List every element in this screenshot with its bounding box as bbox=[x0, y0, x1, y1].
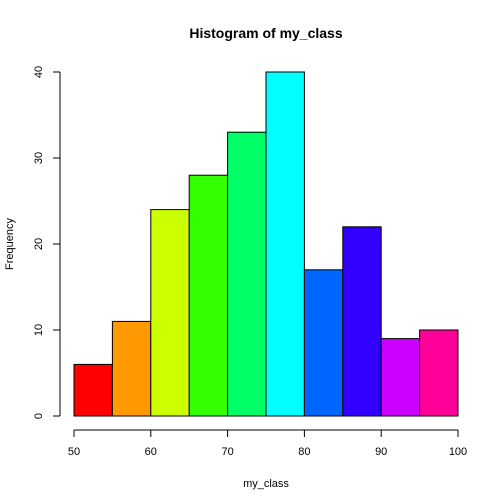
y-axis: 0 10 20 30 40 bbox=[33, 66, 61, 419]
histogram-bar-6 bbox=[303, 269, 344, 417]
histogram-bar-1 bbox=[111, 320, 152, 417]
x-tick-label-4: 90 bbox=[375, 446, 387, 458]
chart-title: Histogram of my_class bbox=[189, 25, 342, 41]
x-tick-label-1: 60 bbox=[145, 446, 157, 458]
y-tick-label-4: 40 bbox=[33, 66, 45, 78]
y-tick-label-0: 0 bbox=[33, 413, 45, 419]
x-tick-label-0: 50 bbox=[68, 446, 80, 458]
x-axis: 50 60 70 80 90 100 bbox=[68, 429, 467, 458]
histogram-bar-4 bbox=[227, 131, 267, 417]
y-tick-label-1: 10 bbox=[33, 324, 45, 336]
histogram-bar-2 bbox=[150, 209, 190, 417]
y-tick-label-2: 20 bbox=[33, 238, 45, 250]
x-tick-label-5: 100 bbox=[449, 446, 467, 458]
histogram-bar-5 bbox=[265, 71, 305, 417]
x-tick-label-2: 70 bbox=[221, 446, 233, 458]
histogram-bar-3 bbox=[188, 174, 229, 417]
x-axis-label: my_class bbox=[243, 478, 289, 490]
x-tick-label-3: 80 bbox=[298, 446, 310, 458]
bars-group bbox=[73, 71, 459, 417]
histogram-bar-0 bbox=[73, 363, 113, 417]
histogram-bar-7 bbox=[342, 226, 382, 417]
histogram-bar-9 bbox=[419, 329, 459, 417]
y-axis-label: Frequency bbox=[4, 218, 16, 270]
histogram-bar-8 bbox=[380, 338, 421, 417]
y-tick-label-3: 30 bbox=[33, 152, 45, 164]
